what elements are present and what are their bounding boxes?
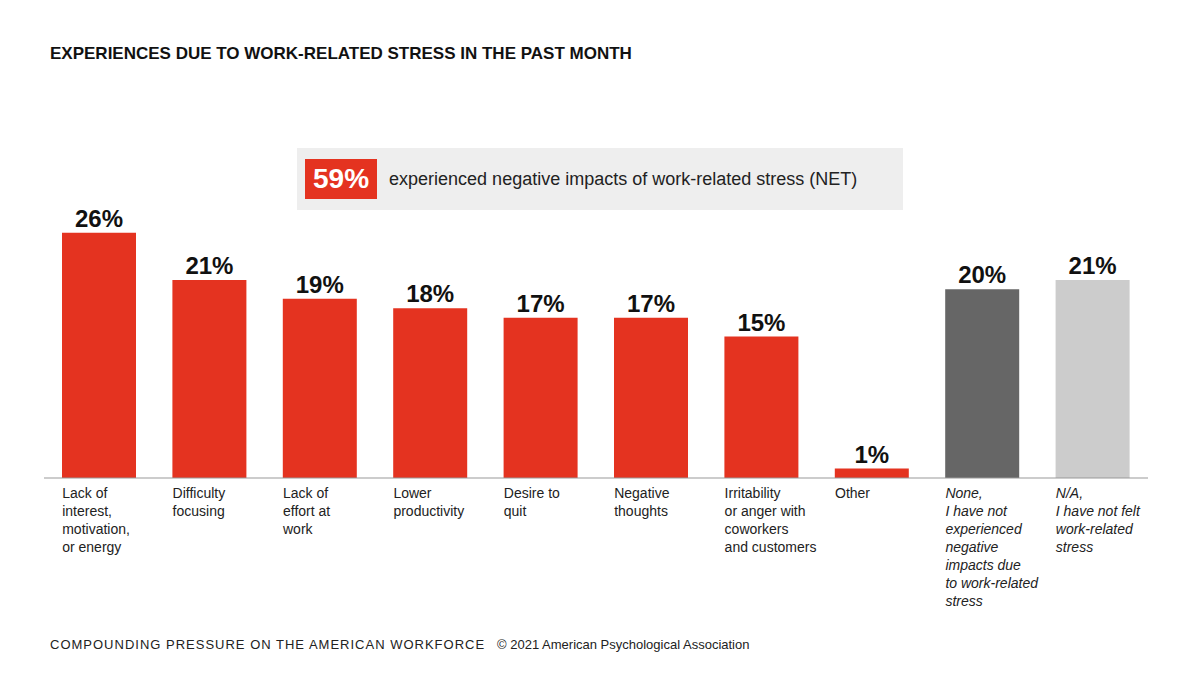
- svg-text:Lack ofinterest,motivation,or: Lack ofinterest,motivation,or energy: [62, 485, 130, 555]
- html-text:experienced negative impacts o: experienced negative impacts of work-rel…: [389, 168, 858, 189]
- svg-text:Irritabilityor anger withcowor: Irritabilityor anger withcoworkersand cu…: [725, 485, 817, 555]
- svg-text:Difficultyfocusing: Difficultyfocusing: [173, 485, 226, 519]
- svg-text:21%: 21%: [1069, 252, 1117, 279]
- svg-text:Desire toquit: Desire toquit: [504, 485, 560, 519]
- svg-text:17%: 17%: [517, 290, 565, 317]
- svg-text:26%: 26%: [75, 205, 123, 232]
- svg-text:17%: 17%: [627, 290, 675, 317]
- svg-text:Other: Other: [835, 485, 870, 501]
- svg-text:N/A,I have not feltwork-relate: N/A,I have not feltwork-relatedstress: [1056, 485, 1141, 555]
- svg-text:15%: 15%: [737, 309, 785, 336]
- html-text:COMPOUNDING PRESSURE ON THE AM: COMPOUNDING PRESSURE ON THE AMERICAN WOR…: [50, 637, 486, 652]
- svg-text:Lowerproductivity: Lowerproductivity: [393, 485, 464, 519]
- svg-text:21%: 21%: [185, 252, 233, 279]
- svg-text:18%: 18%: [406, 280, 454, 307]
- svg-text:Lack ofeffort atwork: Lack ofeffort atwork: [282, 485, 330, 537]
- svg-text:None,I have notexperiencednega: None,I have notexperiencednegativeimpact…: [945, 485, 1039, 609]
- html-text:59%: 59%: [313, 163, 369, 194]
- svg-text:19%: 19%: [296, 271, 344, 298]
- html-text:EXPERIENCES DUE TO WORK-RELATE: EXPERIENCES DUE TO WORK-RELATED STRESS I…: [50, 44, 632, 63]
- svg-text:20%: 20%: [958, 261, 1006, 288]
- svg-text:1%: 1%: [854, 441, 889, 468]
- html-text:© 2021 American Psychological: © 2021 American Psychological Associatio…: [497, 637, 750, 652]
- svg-text:Negativethoughts: Negativethoughts: [614, 485, 669, 519]
